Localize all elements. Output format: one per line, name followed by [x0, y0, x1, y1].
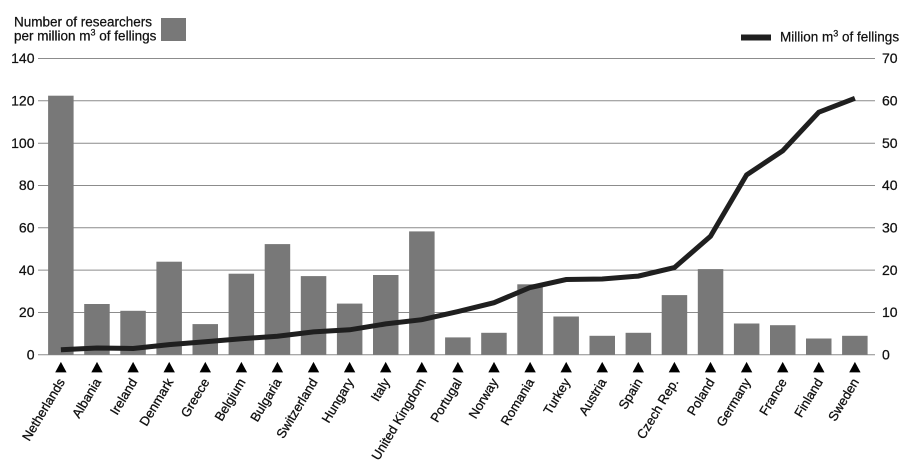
svg-text:0: 0: [27, 347, 35, 363]
svg-text:Number of researchers: Number of researchers: [14, 15, 152, 30]
svg-text:0: 0: [882, 347, 890, 363]
svg-text:40: 40: [19, 262, 35, 278]
svg-text:120: 120: [11, 93, 35, 109]
svg-text:60: 60: [19, 220, 35, 236]
svg-text:Million m3 of fellings: Million m3 of fellings: [780, 29, 899, 45]
svg-text:20: 20: [19, 304, 35, 320]
svg-text:100: 100: [11, 135, 35, 151]
svg-text:60: 60: [882, 93, 898, 109]
svg-text:70: 70: [882, 50, 898, 66]
svg-text:10: 10: [882, 304, 898, 320]
svg-text:30: 30: [882, 220, 898, 236]
svg-text:per million m3 of fellings: per million m3 of fellings: [14, 28, 157, 44]
svg-text:40: 40: [882, 177, 898, 193]
svg-text:20: 20: [882, 262, 898, 278]
svg-text:80: 80: [19, 177, 35, 193]
svg-text:140: 140: [11, 50, 35, 66]
svg-text:50: 50: [882, 135, 898, 151]
